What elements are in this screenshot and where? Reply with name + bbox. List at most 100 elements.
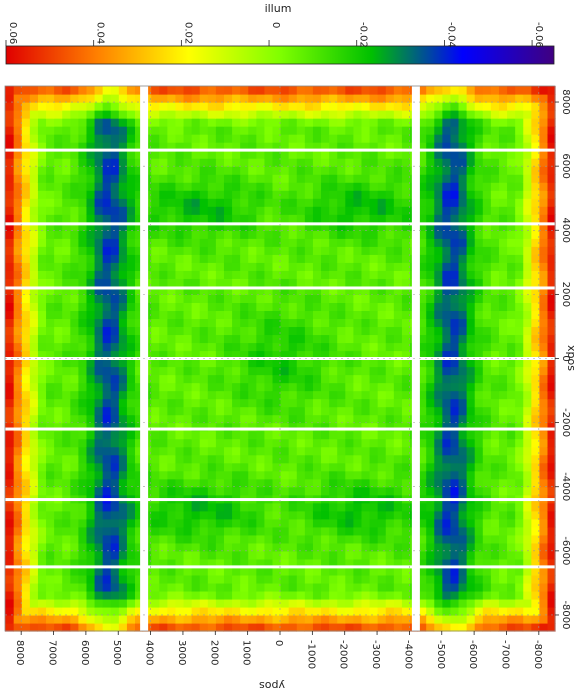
heatmap-cell: [368, 334, 378, 344]
heatmap-cell: [506, 366, 516, 376]
heatmap-cell: [538, 230, 548, 239]
heatmap-cell: [134, 446, 144, 456]
heatmap-cell: [239, 198, 249, 207]
heatmap-cell: [546, 118, 556, 127]
heatmap-cell: [312, 510, 322, 520]
heatmap-cell: [312, 286, 322, 295]
heatmap-cell: [93, 566, 103, 576]
heatmap-cell: [150, 270, 160, 279]
heatmap-cell: [368, 174, 378, 183]
heatmap-cell: [506, 606, 516, 616]
heatmap-cell: [166, 278, 176, 287]
heatmap-cell: [474, 254, 483, 263]
heatmap-cell: [441, 454, 451, 464]
heatmap-cell: [344, 278, 354, 287]
heatmap-cell: [417, 374, 427, 384]
heatmap-cell: [401, 166, 411, 175]
heatmap-cell: [490, 86, 499, 95]
heatmap-cell: [182, 94, 192, 103]
heatmap-cell: [102, 558, 111, 568]
heatmap-cell: [546, 358, 556, 368]
heatmap-cell: [490, 222, 499, 231]
heatmap-cell: [377, 302, 386, 312]
heatmap-cell: [29, 94, 38, 103]
heatmap-cell: [441, 198, 451, 207]
heatmap-cell: [530, 574, 540, 584]
heatmap-cell: [288, 470, 297, 480]
heatmap-cell: [360, 254, 370, 263]
heatmap-cell: [247, 366, 257, 376]
heatmap-cell: [271, 574, 281, 584]
heatmap-cell: [466, 270, 475, 279]
heatmap-cell: [538, 270, 548, 279]
heatmap-cell: [174, 534, 184, 544]
heatmap-cell: [546, 190, 556, 199]
heatmap-cell: [158, 238, 168, 247]
heatmap-cell: [296, 302, 305, 312]
heatmap-cell: [360, 374, 370, 384]
heatmap-cell: [441, 350, 451, 360]
heatmap-cell: [417, 278, 427, 287]
heatmap-cell: [336, 246, 346, 255]
heatmap-cell: [126, 390, 136, 400]
heatmap-cell: [199, 350, 208, 360]
heatmap-cell: [457, 302, 467, 312]
heatmap-cell: [304, 134, 313, 143]
heatmap-cell: [530, 398, 540, 408]
heatmap-cell: [93, 446, 103, 456]
heatmap-cell: [231, 94, 241, 103]
heatmap-cell: [13, 502, 22, 512]
heatmap-cell: [247, 262, 257, 271]
heatmap-cell: [271, 86, 281, 95]
heatmap-cell: [150, 302, 160, 312]
heatmap-cell: [29, 262, 38, 271]
heatmap-cell: [296, 574, 305, 584]
heatmap-cell: [53, 470, 63, 480]
heatmap-cell: [377, 590, 386, 600]
heatmap-cell: [425, 278, 435, 287]
heatmap-cell: [158, 118, 168, 127]
heatmap-cell: [296, 150, 305, 159]
y-axis-tick-label: 4000: [144, 640, 155, 665]
heatmap-cell: [263, 158, 273, 167]
colorbar-tick-label: -0.04: [445, 22, 456, 48]
heatmap-cell: [466, 318, 475, 328]
heatmap-cell: [231, 262, 241, 271]
heatmap-cell: [215, 454, 224, 464]
heatmap-cell: [377, 174, 386, 183]
heatmap-cell: [126, 374, 136, 384]
heatmap-cell: [433, 398, 443, 408]
heatmap-cell: [231, 534, 241, 544]
heatmap-cell: [385, 446, 394, 456]
heatmap-cell: [263, 222, 273, 231]
heatmap-cell: [449, 398, 459, 408]
heatmap-cell: [280, 150, 289, 159]
heatmap-cell: [118, 502, 127, 512]
heatmap-cell: [271, 590, 281, 600]
heatmap-cell: [5, 550, 14, 560]
heatmap-cell: [328, 430, 338, 440]
heatmap-cell: [53, 390, 63, 400]
heatmap-cell: [441, 398, 451, 408]
heatmap-cell: [546, 478, 556, 488]
heatmap-cell: [77, 574, 87, 584]
heatmap-cell: [328, 478, 338, 488]
heatmap-cell: [255, 254, 265, 263]
heatmap-cell: [385, 542, 394, 552]
heatmap-cell: [231, 110, 241, 119]
heatmap-cell: [102, 398, 111, 408]
heatmap-cell: [207, 334, 216, 344]
heatmap-cell: [37, 454, 47, 464]
heatmap-cell: [45, 366, 55, 376]
heatmap-cell: [118, 518, 127, 528]
heatmap-cell: [126, 462, 136, 472]
heatmap-cell: [441, 86, 451, 95]
heatmap-cell: [45, 310, 55, 320]
heatmap-cell: [296, 582, 305, 592]
heatmap-cell: [21, 614, 30, 624]
heatmap-cell: [102, 446, 111, 456]
heatmap-cell: [352, 118, 362, 127]
heatmap-cell: [482, 606, 491, 616]
heatmap-cell: [490, 142, 499, 151]
heatmap-cell: [239, 334, 249, 344]
